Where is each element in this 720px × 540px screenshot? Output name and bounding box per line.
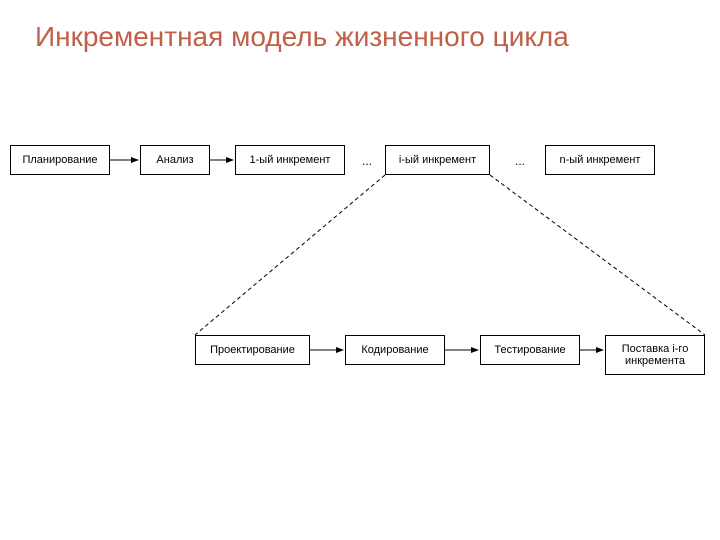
box-label: 1-ый инкремент bbox=[250, 154, 331, 166]
box-incrn: n-ый инкремент bbox=[545, 145, 655, 175]
box-analysis: Анализ bbox=[140, 145, 210, 175]
box-incr1: 1-ый инкремент bbox=[235, 145, 345, 175]
connectors-svg bbox=[0, 0, 720, 540]
box-label: Проектирование bbox=[210, 344, 295, 356]
box-testing: Тестирование bbox=[480, 335, 580, 365]
box-label: Тестирование bbox=[494, 344, 565, 356]
dashed-left bbox=[195, 175, 385, 335]
box-label: Планирование bbox=[22, 154, 97, 166]
page-title: Инкрементная модель жизненного цикла bbox=[35, 20, 569, 54]
box-label: i-ый инкремент bbox=[399, 154, 476, 166]
box-label: Анализ bbox=[156, 154, 193, 166]
ellipsis: ... bbox=[515, 154, 525, 168]
ellipsis: ... bbox=[362, 154, 372, 168]
box-design: Проектирование bbox=[195, 335, 310, 365]
box-coding: Кодирование bbox=[345, 335, 445, 365]
dashed-right bbox=[490, 175, 705, 335]
box-label: Поставка i-го инкремента bbox=[610, 343, 700, 367]
box-planning: Планирование bbox=[10, 145, 110, 175]
box-label: Кодирование bbox=[361, 344, 428, 356]
box-delivery: Поставка i-го инкремента bbox=[605, 335, 705, 375]
box-label: n-ый инкремент bbox=[560, 154, 641, 166]
box-incri: i-ый инкремент bbox=[385, 145, 490, 175]
